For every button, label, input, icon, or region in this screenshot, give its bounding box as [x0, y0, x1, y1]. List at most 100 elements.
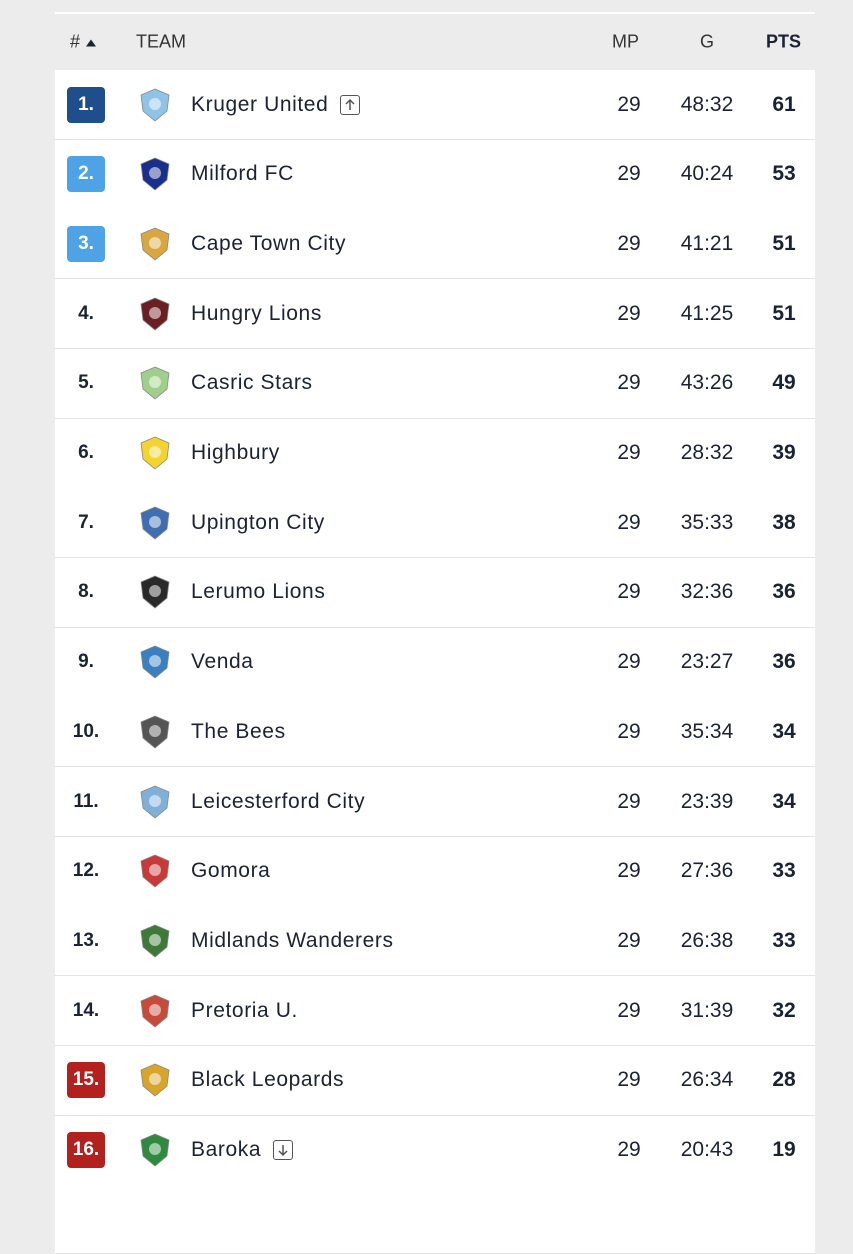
- rank-header-text: #: [70, 31, 81, 52]
- table-row[interactable]: 9. Venda 29 23:27 36: [55, 627, 815, 698]
- team-name-text: Hungry Lions: [191, 301, 322, 325]
- matches-played: 29: [617, 371, 641, 395]
- team-name: Kruger United: [191, 93, 361, 117]
- points: 38: [772, 510, 796, 534]
- goals: 43:26: [680, 371, 734, 395]
- table-row[interactable]: 13. Midlands Wanderers 29 26:38 33: [55, 906, 815, 977]
- matches-played: 29: [617, 859, 641, 883]
- team-name-text: Black Leopards: [191, 1068, 345, 1092]
- table-row[interactable]: 15. Black Leopards 29 26:34 28: [55, 1045, 815, 1116]
- goals: 23:27: [680, 650, 734, 674]
- table-row[interactable]: 10. The Bees 29 35:34 34: [55, 697, 815, 768]
- table-row[interactable]: 12. Gomora 29 27:36 33: [55, 836, 815, 907]
- rank: 8.: [78, 581, 94, 603]
- team-logo: [137, 505, 173, 541]
- rank: 10.: [72, 720, 100, 742]
- points: 61: [772, 92, 796, 116]
- team-name: Cape Town City: [191, 232, 346, 256]
- team-logo: [137, 923, 173, 959]
- matches-played: 29: [617, 719, 641, 743]
- matches-played: 29: [617, 650, 641, 674]
- table-row[interactable]: 11. Leicesterford City 29 23:39 34: [55, 767, 815, 837]
- sort-icon: [86, 39, 97, 47]
- points: 33: [772, 859, 796, 883]
- table-row[interactable]: 14. Pretoria U. 29 31:39 32: [55, 976, 815, 1047]
- goals: 32:36: [680, 580, 734, 604]
- table-row[interactable]: 1. Kruger United 29 48:32 61: [55, 70, 815, 140]
- team-name: Upington City: [191, 511, 325, 535]
- team-name: Highbury: [191, 441, 280, 465]
- goals: 26:38: [680, 928, 734, 952]
- team-name: Black Leopards: [191, 1068, 344, 1092]
- team-name: Gomora: [191, 859, 270, 883]
- points: 51: [772, 231, 796, 255]
- rank: 4.: [78, 302, 94, 324]
- matches-played: 29: [617, 1138, 641, 1161]
- team-logo: [137, 365, 173, 401]
- goals: 31:39: [680, 998, 734, 1022]
- team-name-text: Milford FC: [191, 162, 294, 186]
- points: 49: [772, 371, 796, 395]
- points: 19: [772, 1138, 796, 1161]
- table-row[interactable]: 6. Highbury 29 28:32 39: [55, 418, 815, 489]
- matches-played: 29: [617, 789, 641, 813]
- page: # TEAM MP G PTS 1. Kruger United 29 48:32 61…: [55, 12, 815, 1254]
- matches-played: 29: [617, 162, 641, 186]
- rank: 6.: [78, 442, 94, 463]
- team-name-text: Cape Town City: [191, 231, 347, 255]
- table-row[interactable]: 8. Lerumo Lions 29 32:36 36: [55, 557, 815, 628]
- goals: 23:39: [680, 789, 734, 813]
- rank-header[interactable]: #: [70, 32, 97, 53]
- team-logo: [137, 993, 173, 1029]
- team-name-text: Pretoria U.: [191, 998, 298, 1022]
- team-name: Midlands Wanderers: [191, 929, 394, 953]
- team-name-text: Leicesterford City: [191, 789, 366, 813]
- rank: 15.: [67, 1062, 105, 1099]
- team-logo: [137, 1132, 173, 1168]
- team-logo: [137, 226, 173, 262]
- points: 36: [772, 650, 796, 674]
- table-row[interactable]: 2. Milford FC 29 40:24 53: [55, 139, 815, 210]
- points: 33: [772, 928, 796, 952]
- rank: 3.: [67, 225, 105, 262]
- partial-row: [55, 1184, 815, 1254]
- team-name: Hungry Lions: [191, 302, 322, 326]
- table-row[interactable]: 3. Cape Town City 29 41:21 51: [55, 209, 815, 280]
- points-header: PTS: [766, 31, 802, 52]
- team-name-text: Highbury: [191, 441, 280, 464]
- team-name: Venda: [191, 650, 254, 674]
- matches-played: 29: [617, 998, 641, 1022]
- goals: 28:32: [680, 441, 734, 464]
- team-name: Baroka: [191, 1138, 294, 1162]
- goals: 20:43: [680, 1138, 734, 1161]
- points: 39: [772, 441, 796, 464]
- goals: 41:25: [680, 301, 734, 325]
- table-row[interactable]: 16. Baroka 29 20:43 19: [55, 1115, 815, 1186]
- team-name-text: Midlands Wanderers: [191, 928, 394, 952]
- matches-played: 29: [617, 92, 641, 116]
- goals: 35:34: [680, 719, 734, 743]
- table-row[interactable]: 4. Hungry Lions 29 41:25 51: [55, 279, 815, 350]
- team-logo: [137, 574, 173, 610]
- rank: 16.: [67, 1132, 105, 1168]
- table-row[interactable]: 5. Casric Stars 29 43:26 49: [55, 348, 815, 419]
- rank: 9.: [78, 651, 94, 673]
- team-logo: [137, 784, 173, 820]
- table-header: # TEAM MP G PTS: [55, 14, 815, 70]
- team-name-text: Gomora: [191, 859, 271, 883]
- team-logo: [137, 714, 173, 750]
- rank: 7.: [78, 511, 94, 533]
- team-name-text: Venda: [191, 650, 254, 674]
- promotion-icon: [340, 94, 361, 115]
- goals-header: G: [700, 31, 715, 52]
- points: 28: [772, 1068, 796, 1092]
- relegation-icon: [273, 1140, 294, 1160]
- team-logo: [137, 156, 173, 192]
- rank: 1.: [67, 86, 105, 123]
- team-logo: [137, 435, 173, 471]
- matches-played: 29: [617, 231, 641, 255]
- table-row[interactable]: 7. Upington City 29 35:33 38: [55, 488, 815, 559]
- goals: 27:36: [680, 859, 734, 883]
- team-name: Pretoria U.: [191, 999, 298, 1023]
- team-name-text: Upington City: [191, 510, 325, 534]
